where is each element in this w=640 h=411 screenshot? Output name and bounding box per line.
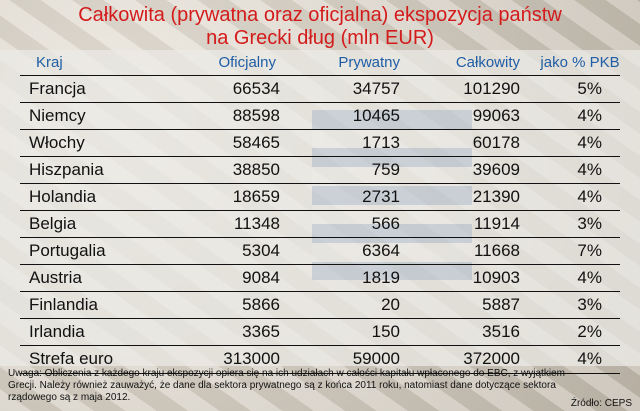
source-label: Źródło: CEPS xyxy=(570,398,632,409)
chart-title-block: Całkowita (prywatna oraz oficjalna) eksp… xyxy=(0,4,640,50)
cell-oficjalny: 66534 xyxy=(232,79,280,98)
cell-pkb: 4% xyxy=(577,349,602,368)
cell-pkb: 4% xyxy=(577,187,602,206)
cell-prywatny: 59000 xyxy=(352,349,400,368)
cell-prywatny: 10465 xyxy=(352,106,400,125)
cell-calkowity: 11914 xyxy=(473,214,520,233)
cell-oficjalny: 58465 xyxy=(232,133,280,152)
table-row: Niemcy 88598 10465 99063 4% xyxy=(20,102,620,130)
cell-pkb: 3% xyxy=(577,214,602,233)
cell-kraj: Hiszpania xyxy=(29,160,104,179)
cell-kraj: Strefa euro xyxy=(29,349,114,368)
cell-oficjalny: 11348 xyxy=(233,214,280,233)
cell-kraj: Holandia xyxy=(29,187,97,206)
cell-oficjalny: 88598 xyxy=(232,106,280,125)
cell-kraj: Belgia xyxy=(29,214,77,233)
chart-subtitle: na Grecki dług (mln EUR) xyxy=(206,27,434,49)
greek-flag-watermark xyxy=(312,110,472,280)
header-prywatny: Prywatny xyxy=(338,54,400,71)
cell-oficjalny: 18659 xyxy=(232,187,280,206)
footnote: Uwaga: Obliczenia z każdego kraju ekspoz… xyxy=(8,368,565,403)
chart-title: Całkowita (prywatna oraz oficjalna) eksp… xyxy=(78,4,562,26)
cell-prywatny: 20 xyxy=(381,295,400,314)
cell-oficjalny: 5866 xyxy=(242,295,280,314)
table-row: Włochy 58465 1713 60178 4% xyxy=(20,129,620,157)
cell-kraj: Włochy xyxy=(29,133,85,152)
table-row: Hiszpania 38850 759 39609 4% xyxy=(20,156,620,184)
cell-kraj: Irlandia xyxy=(29,322,85,341)
cell-kraj: Niemcy xyxy=(29,106,86,125)
cell-calkowity: 101290 xyxy=(463,79,520,98)
cell-pkb: 4% xyxy=(577,133,602,152)
cell-oficjalny: 9084 xyxy=(242,268,280,287)
cell-pkb: 4% xyxy=(577,160,602,179)
table-row: Portugalia 5304 6364 11668 7% xyxy=(20,237,620,265)
cell-calkowity: 11668 xyxy=(473,241,520,260)
cell-calkowity: 39609 xyxy=(472,160,520,179)
cell-calkowity: 5887 xyxy=(482,295,520,314)
table-row: Strefa euro 313000 59000 372000 4% xyxy=(20,345,620,374)
cell-calkowity: 3516 xyxy=(482,322,520,341)
cell-prywatny: 6364 xyxy=(362,241,400,260)
cell-pkb: 7% xyxy=(577,241,602,260)
table-row: Belgia 11348 566 11914 3% xyxy=(20,210,620,238)
cell-pkb: 4% xyxy=(577,268,602,287)
header-calkowity: Całkowity xyxy=(455,54,520,71)
table-row: Holandia 18659 2731 21390 4% xyxy=(20,183,620,211)
cell-kraj: Portugalia xyxy=(29,241,106,260)
cell-oficjalny: 5304 xyxy=(242,241,280,260)
cell-prywatny: 1819 xyxy=(362,268,400,287)
cell-prywatny: 566 xyxy=(371,214,400,233)
cell-calkowity: 99063 xyxy=(472,106,520,125)
table-row: Francja 66534 34757 101290 5% xyxy=(20,75,620,103)
cell-oficjalny: 3365 xyxy=(242,322,280,341)
cell-kraj: Francja xyxy=(29,79,86,98)
header-pkb: jako % PKB xyxy=(540,54,620,71)
cell-prywatny: 759 xyxy=(371,160,400,179)
table-row: Irlandia 3365 150 3516 2% xyxy=(20,318,620,346)
cell-prywatny: 34757 xyxy=(352,79,400,98)
table-row: Finlandia 5866 20 5887 3% xyxy=(20,291,620,319)
cell-prywatny: 150 xyxy=(371,322,400,341)
header-oficjalny: Oficjalny xyxy=(218,54,276,71)
cell-pkb: 5% xyxy=(577,79,602,98)
cell-pkb: 3% xyxy=(577,295,602,314)
cell-calkowity: 21390 xyxy=(472,187,520,206)
cell-pkb: 2% xyxy=(577,322,602,341)
cell-calkowity: 60178 xyxy=(472,133,520,152)
cell-pkb: 4% xyxy=(577,106,602,125)
cell-kraj: Austria xyxy=(29,268,82,287)
cell-prywatny: 2731 xyxy=(362,187,400,206)
cell-oficjalny: 38850 xyxy=(232,160,280,179)
cell-oficjalny: 313000 xyxy=(223,349,280,368)
header-kraj: Kraj xyxy=(36,54,63,71)
cell-prywatny: 1713 xyxy=(362,133,400,152)
table-row: Austria 9084 1819 10903 4% xyxy=(20,264,620,292)
cell-calkowity: 372000 xyxy=(463,349,520,368)
cell-kraj: Finlandia xyxy=(29,295,98,314)
cell-calkowity: 10903 xyxy=(472,268,520,287)
